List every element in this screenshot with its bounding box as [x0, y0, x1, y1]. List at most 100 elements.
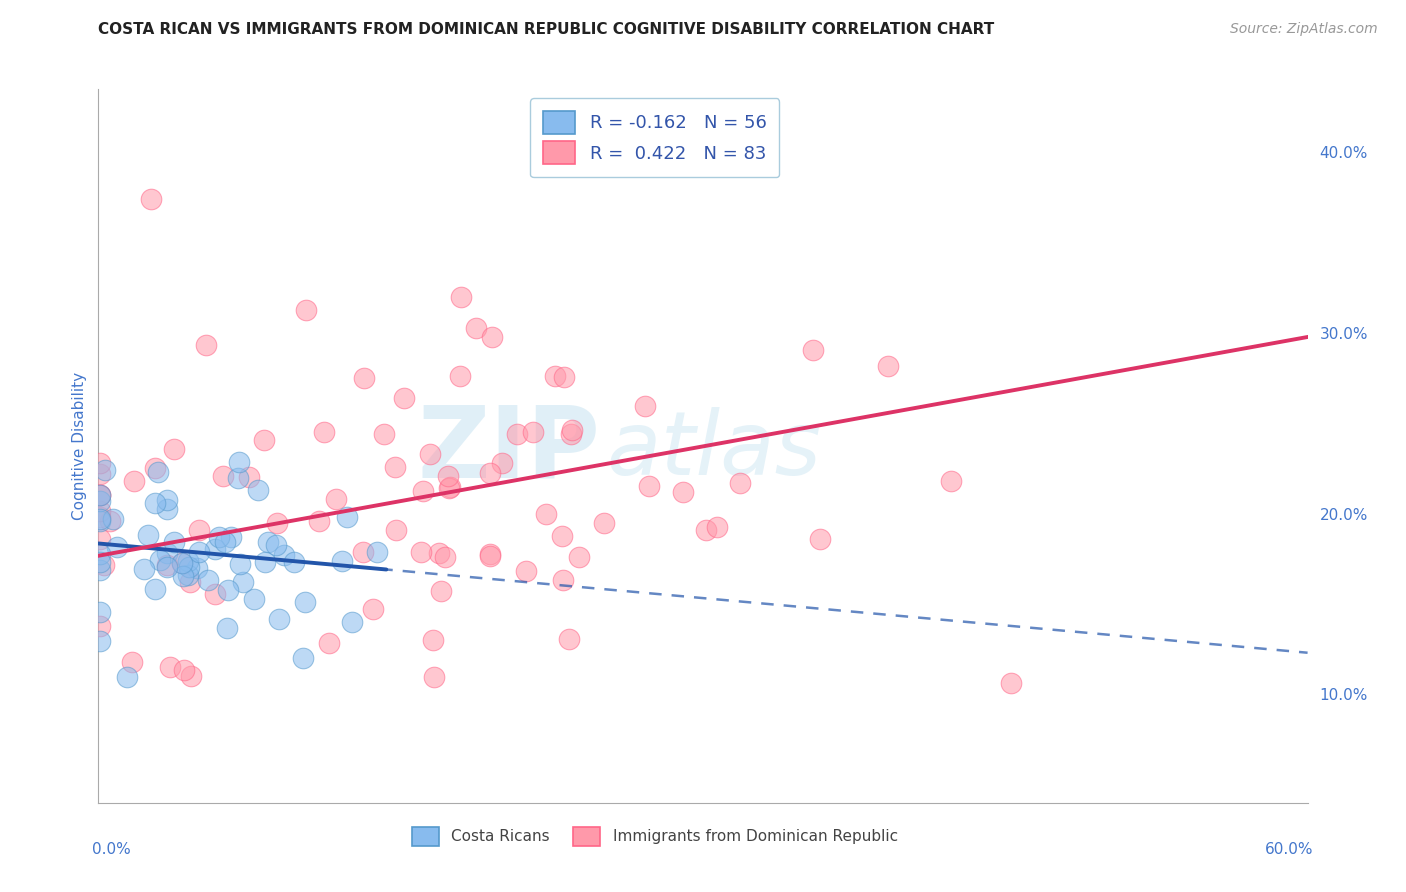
Point	[156, 492, 179, 507]
Point	[318, 636, 340, 650]
Point	[89, 563, 111, 577]
Point	[187, 545, 209, 559]
Point	[422, 633, 444, 648]
Point	[143, 496, 166, 510]
Point	[430, 583, 453, 598]
Point	[295, 302, 318, 317]
Point	[177, 559, 200, 574]
Point	[273, 549, 295, 563]
Point	[266, 516, 288, 530]
Text: COSTA RICAN VS IMMIGRANTS FROM DOMINICAN REPUBLIC COGNITIVE DISABILITY CORRELATI: COSTA RICAN VS IMMIGRANTS FROM DOMINICAN…	[98, 22, 994, 37]
Point	[94, 463, 117, 477]
Point	[439, 481, 461, 495]
Point	[257, 535, 280, 549]
Point	[204, 587, 226, 601]
Point	[551, 573, 574, 587]
Point	[89, 488, 111, 502]
Point	[179, 574, 201, 589]
Point	[465, 321, 488, 335]
Point	[197, 573, 219, 587]
Point	[534, 508, 557, 522]
Point	[568, 550, 591, 565]
Point	[173, 663, 195, 677]
Point	[219, 530, 242, 544]
Point	[89, 547, 111, 561]
Point	[124, 474, 146, 488]
Text: 0.0%: 0.0%	[93, 842, 131, 857]
Point	[392, 391, 415, 405]
Text: atlas: atlas	[606, 407, 821, 492]
Point	[551, 529, 574, 543]
Point	[561, 423, 583, 437]
Point	[336, 510, 359, 524]
Point	[89, 457, 111, 471]
Point	[450, 290, 472, 304]
Point	[89, 467, 111, 481]
Point	[132, 561, 155, 575]
Point	[148, 465, 170, 479]
Point	[177, 568, 200, 582]
Point	[204, 542, 226, 557]
Point	[103, 512, 125, 526]
Text: Source: ZipAtlas.com: Source: ZipAtlas.com	[1230, 22, 1378, 37]
Point	[412, 484, 434, 499]
Point	[217, 621, 239, 635]
Y-axis label: Cognitive Disability: Cognitive Disability	[72, 372, 87, 520]
Point	[159, 660, 181, 674]
Legend: Costa Ricans, Immigrants from Dominican Republic: Costa Ricans, Immigrants from Dominican …	[405, 821, 904, 852]
Point	[172, 569, 194, 583]
Text: ZIP: ZIP	[418, 401, 600, 498]
Point	[217, 583, 239, 598]
Point	[439, 480, 461, 494]
Point	[325, 491, 347, 506]
Point	[121, 655, 143, 669]
Point	[1000, 675, 1022, 690]
Point	[89, 514, 111, 528]
Point	[695, 524, 717, 538]
Point	[294, 595, 316, 609]
Point	[89, 487, 111, 501]
Point	[877, 359, 900, 374]
Point	[89, 512, 111, 526]
Point	[156, 546, 179, 560]
Point	[170, 556, 193, 570]
Point	[801, 343, 824, 357]
Point	[592, 516, 614, 531]
Point	[143, 582, 166, 596]
Point	[89, 634, 111, 648]
Point	[423, 670, 446, 684]
Point	[808, 532, 831, 546]
Point	[553, 369, 575, 384]
Point	[156, 502, 179, 516]
Point	[481, 330, 503, 344]
Point	[89, 532, 111, 546]
Point	[212, 469, 235, 483]
Point	[352, 544, 374, 558]
Point	[238, 470, 260, 484]
Point	[264, 538, 287, 552]
Point	[449, 369, 471, 384]
Point	[89, 510, 111, 524]
Point	[226, 471, 249, 485]
Point	[353, 371, 375, 385]
Point	[638, 479, 661, 493]
Point	[253, 555, 276, 569]
Point	[505, 426, 527, 441]
Point	[267, 612, 290, 626]
Point	[186, 561, 208, 575]
Point	[291, 650, 314, 665]
Point	[283, 556, 305, 570]
Point	[479, 548, 502, 562]
Point	[163, 534, 186, 549]
Point	[437, 468, 460, 483]
Point	[228, 455, 250, 469]
Point	[243, 592, 266, 607]
Point	[107, 540, 129, 554]
Point	[312, 425, 335, 440]
Point	[433, 549, 456, 564]
Point	[89, 488, 111, 502]
Point	[385, 523, 408, 537]
Point	[427, 546, 450, 560]
Point	[558, 632, 581, 646]
Point	[156, 558, 179, 572]
